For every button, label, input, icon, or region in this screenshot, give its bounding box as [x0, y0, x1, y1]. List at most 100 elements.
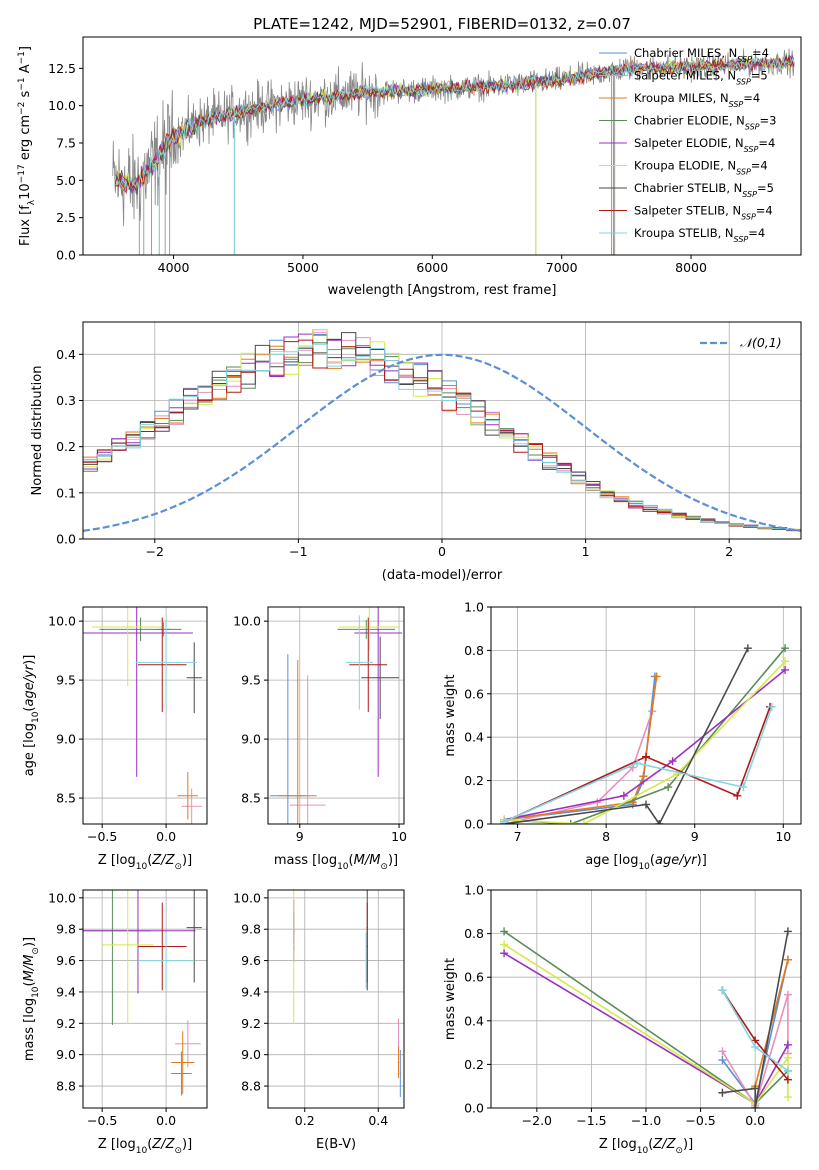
errorbar-point [186, 890, 202, 983]
y-tick-label: 0.0 [464, 1101, 484, 1116]
y-axis-label: mass weight [443, 958, 458, 1040]
axes-frame [82, 889, 208, 1109]
y-tick-label: 0.4 [56, 347, 76, 362]
data-point [783, 955, 792, 964]
data-point [619, 791, 628, 800]
legend-label: Kroupa STELIB, NSSP=4 [634, 226, 765, 244]
series-salpeter-miles [718, 990, 792, 1108]
errorbar-point [337, 619, 396, 639]
series-chabrier-stelib [718, 927, 792, 1108]
errorbar-point [181, 788, 202, 824]
y-axis-label: mass weight [443, 674, 458, 756]
data-point [783, 1075, 792, 1084]
legend-label: Chabrier MILES, NSSP=4 [634, 46, 769, 64]
panel-mass_vs_Z: −0.5 0.0 8.8 9.0 9.2 9.4 9.6 9.8 10.0 Z [log10(Z/… [22, 889, 208, 1156]
errorbar-point [137, 902, 187, 991]
y-tick-label: 9.4 [56, 984, 76, 999]
y-tick-label: 0.4 [464, 1013, 484, 1028]
axes: 9 10 8.5 9.0 9.5 10.0 mass [log10(M/M⊙)] [233, 606, 407, 872]
errorbar-point [137, 932, 195, 989]
plot-area [83, 607, 202, 824]
plot-area [83, 890, 202, 1096]
axes: −2 −1 0 1 2 0.0 0.1 0.2 0.3 0.4 (data-model)/error… [30, 321, 802, 583]
legend-label: Salpeter ELODIE, NSSP=4 [634, 136, 775, 154]
x-tick-label: −2 [146, 544, 164, 559]
errorbar-point [345, 615, 374, 710]
x-tick-label: 10 [391, 829, 407, 844]
y-tick-label: 9.0 [241, 1047, 261, 1062]
errorbar-point [135, 621, 197, 704]
x-tick-label: 9 [296, 829, 304, 844]
data-point [639, 772, 648, 781]
errorbar-point [83, 607, 193, 777]
axes: 4000 5000 6000 7000 8000 0.0 2.5 5.0 7.5 10.0 12.5… [17, 36, 802, 298]
y-tick-label: 0.0 [464, 817, 484, 832]
series-line [504, 647, 786, 824]
data-point [655, 820, 664, 824]
errorbar-point [366, 902, 368, 991]
y-tick-label: 0.2 [56, 439, 76, 454]
series-line [504, 676, 658, 821]
panel-age_vs_mass: 9 10 8.5 9.0 9.5 10.0 mass [log10(M/M⊙)] [233, 606, 407, 872]
panel-residuals: −2 −1 0 1 2 0.0 0.1 0.2 0.3 0.4 (data-model)/error… [30, 321, 802, 583]
series-salpeter-elodie [500, 665, 790, 824]
errorbar-point [361, 636, 400, 720]
series-kroupa-elodie [500, 657, 790, 824]
series-kroupa-miles [500, 672, 661, 824]
data-point [767, 702, 776, 711]
panel-mass_vs_ebv: 0.2 0.4 8.8 9.0 9.2 9.4 9.6 9.8 10.0 E(B-V) [233, 889, 405, 1152]
legend-label: Kroupa MILES, NSSP=4 [634, 91, 760, 109]
grid [268, 890, 404, 1108]
axes-frame [267, 606, 405, 825]
plot-area [269, 607, 403, 824]
y-tick-label: 9.0 [56, 1047, 76, 1062]
y-tick-label: 8.5 [56, 791, 76, 806]
panel-age_vs_Z: −0.5 0.0 8.5 9.0 9.5 10.0 Z [log10(Z/Z⊙)] age [… [22, 606, 208, 872]
y-axis-label: Flux [fλ10−17 erg cm−2 s−1 A−1] [17, 46, 37, 246]
figure-title: PLATE=1242, MJD=52901, FIBERID=0132, z=0… [253, 15, 631, 33]
errorbar-point [397, 1046, 400, 1079]
y-tick-label: 9.8 [56, 922, 76, 937]
hist-kroupa-stelib [83, 343, 801, 532]
y-tick-label: 10.0 [233, 614, 261, 629]
data-point [751, 1104, 760, 1108]
y-axis-label: mass [log10(M/M⊙)] [22, 937, 41, 1061]
x-tick-label: 0 [438, 544, 446, 559]
y-tick-label: 12.5 [48, 61, 76, 76]
x-tick-label: −1.5 [576, 1113, 606, 1128]
y-tick-label: 8.8 [56, 1079, 76, 1094]
x-axis-label: wavelength [Angstrom, rest frame] [328, 283, 557, 298]
x-tick-label: −2.0 [522, 1113, 552, 1128]
data-point [652, 672, 661, 681]
x-axis-label: Z [log10(Z/Z⊙)] [98, 1137, 192, 1156]
x-tick-label: 0.2 [295, 1113, 315, 1128]
data-point [500, 817, 509, 824]
data-point [718, 1056, 727, 1065]
x-axis-label: Z [log10(Z/Z⊙)] [98, 853, 192, 872]
y-tick-label: 5.0 [56, 173, 76, 188]
axes: 7 8 9 10 0.0 0.2 0.4 0.6 0.8 1.0 age [log10(age/yr… [443, 600, 802, 872]
data-point [642, 752, 650, 761]
data-point [783, 927, 792, 936]
data-point [500, 927, 509, 936]
grid [83, 607, 207, 824]
series-kroupa-stelib [718, 986, 792, 1075]
y-tick-label: 9.0 [56, 732, 76, 747]
series-line [504, 647, 749, 824]
x-axis-label: Z [log10(Z/Z⊙)] [599, 1137, 693, 1156]
x-tick-label: 7000 [546, 260, 578, 275]
x-axis-label: E(B-V) [316, 1137, 356, 1152]
y-tick-label: 10.0 [48, 890, 76, 905]
y-tick-label: 9.6 [241, 953, 261, 968]
data-point [783, 1053, 792, 1062]
y-tick-label: 0.2 [464, 1057, 484, 1072]
x-tick-label: −1.0 [631, 1113, 661, 1128]
panel-weight_vs_Z: −2.0 −1.5 −1.0 −0.5 0.0 0.0 0.2 0.4 0.6 0.8 1.0 Z [… [443, 883, 802, 1156]
y-tick-label: 10.0 [48, 98, 76, 113]
axes-frame [82, 36, 802, 256]
y-tick-label: 8.5 [241, 791, 261, 806]
x-tick-label: −0.5 [87, 1113, 117, 1128]
x-tick-label: 8000 [675, 260, 707, 275]
y-tick-label: 1.0 [464, 883, 484, 898]
